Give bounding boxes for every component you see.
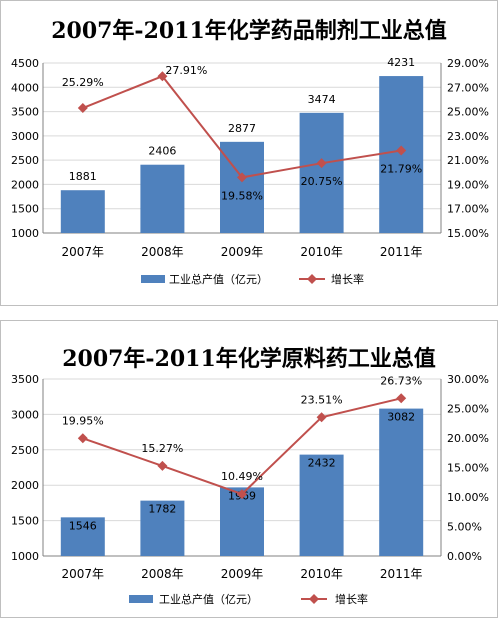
y-tick-label: 3000 — [11, 408, 39, 421]
line-point-marker — [237, 172, 247, 183]
x-tick-label: 2011年 — [380, 245, 423, 259]
y-tick-label: 2500 — [11, 444, 39, 457]
line-data-label: 10.49% — [221, 470, 263, 483]
legend-line-label: 增长率 — [331, 272, 364, 286]
bar-data-label: 2406 — [148, 145, 176, 158]
legend-bar-swatch — [129, 595, 153, 603]
y2-tick-label: 25.00% — [447, 106, 489, 119]
line-point-marker — [157, 71, 168, 82]
legend-line-label: 增长率 — [335, 592, 368, 606]
bar-data-label: 1546 — [69, 519, 97, 532]
line-point-marker — [316, 412, 327, 423]
bar — [140, 164, 185, 233]
y-tick-label: 1500 — [11, 203, 39, 216]
y-tick-label: 3000 — [11, 130, 39, 143]
chart-svg: 1000 1500 2000 2500 3000 3500 0.00% 5.00% 10.00%… — [11, 373, 489, 606]
bar-data-label: 2877 — [228, 122, 256, 135]
y-tick-label: 3500 — [11, 373, 39, 386]
y-tick-label: 4500 — [11, 57, 39, 70]
legend-bar-label: 工业总产值（亿元） — [159, 592, 258, 606]
y-tick-label: 1500 — [11, 515, 39, 528]
y-tick-label: 1000 — [11, 227, 39, 240]
y2-tick-label: 23.00% — [447, 130, 489, 143]
bar — [379, 408, 424, 556]
y2-tick-label: 27.00% — [447, 81, 489, 94]
chart-panel-pharma-preparations: 2007年-2011年化学药品制剂工业总值 1000 1500 2000 2500 30… — [0, 0, 498, 306]
y-tick-label: 1000 — [11, 550, 39, 563]
y2-tick-label: 21.00% — [447, 154, 489, 167]
bar-data-label: 3082 — [387, 411, 415, 424]
legend-line-marker — [307, 274, 317, 284]
bar — [60, 517, 105, 556]
y2-tick-label: 20.00% — [447, 432, 489, 445]
line-point-marker — [396, 393, 407, 404]
y2-tick-label: 29.00% — [447, 57, 489, 70]
x-tick-label: 2010年 — [300, 245, 343, 259]
y-tick-label: 2000 — [11, 479, 39, 492]
line-data-label: 23.51% — [301, 393, 343, 406]
bar-data-label: 4231 — [387, 56, 415, 69]
line-data-label: 19.95% — [62, 414, 104, 427]
line-point-marker — [77, 433, 88, 444]
line-point-marker — [396, 145, 407, 156]
y2-tick-label: 30.00% — [447, 373, 489, 386]
line-point-marker — [157, 460, 168, 471]
x-tick-label: 2010年 — [300, 567, 343, 581]
bar — [220, 141, 264, 233]
chart-panel-raw-materials: 2007年-2011年化学原料药工业总值 1000 1500 2000 2500 300… — [0, 320, 498, 618]
y2-tick-label: 25.00% — [447, 403, 489, 416]
bar-data-label: 1881 — [69, 170, 97, 183]
y2-tick-label: 0.00% — [447, 550, 482, 563]
bar-data-label: 1782 — [148, 503, 176, 516]
line-point-marker — [237, 489, 247, 500]
y2-tick-label: 15.00% — [447, 462, 489, 475]
x-tick-label: 2011年 — [380, 567, 423, 581]
y-tick-label: 2500 — [11, 154, 39, 167]
chart-title: 2007年-2011年化学原料药工业总值 — [62, 346, 436, 372]
legend-bar-swatch — [141, 275, 165, 283]
line-point-marker — [316, 158, 327, 169]
y2-tick-label: 19.00% — [447, 178, 489, 191]
legend-bar-label: 工业总产值（亿元） — [169, 272, 268, 286]
bar-data-label: 3474 — [308, 93, 336, 106]
line-data-label: 15.27% — [141, 442, 183, 455]
line-point-marker — [77, 103, 88, 114]
x-tick-label: 2008年 — [141, 567, 184, 581]
y-tick-label: 4000 — [11, 81, 39, 94]
legend-line-marker — [309, 594, 319, 604]
line-data-label: 21.79% — [380, 163, 422, 176]
bar — [60, 190, 105, 233]
line-data-label: 20.75% — [301, 175, 343, 188]
line-data-label: 27.91% — [165, 64, 207, 77]
x-tick-label: 2009年 — [221, 245, 264, 259]
chart-svg: 1000 1500 2000 2500 3000 3500 4000 4500 15.00% 17… — [11, 56, 489, 286]
y-tick-label: 2000 — [11, 178, 39, 191]
x-tick-label: 2009年 — [221, 567, 264, 581]
x-tick-label: 2007年 — [62, 567, 105, 581]
line-data-label: 25.29% — [62, 76, 104, 89]
bar-data-label: 2432 — [308, 457, 336, 470]
bar — [299, 112, 344, 233]
x-tick-label: 2007年 — [62, 245, 105, 259]
y2-tick-label: 10.00% — [447, 491, 489, 504]
line-data-label: 19.58% — [221, 189, 263, 202]
line-data-label: 26.73% — [380, 374, 422, 387]
chart-title: 2007年-2011年化学药品制剂工业总值 — [51, 18, 447, 44]
y-tick-label: 3500 — [11, 106, 39, 119]
y2-tick-label: 17.00% — [447, 203, 489, 216]
y2-tick-label: 15.00% — [447, 227, 489, 240]
bar — [299, 454, 344, 556]
bar — [140, 500, 185, 556]
y2-tick-label: 5.00% — [447, 521, 482, 534]
x-tick-label: 2008年 — [141, 245, 184, 259]
